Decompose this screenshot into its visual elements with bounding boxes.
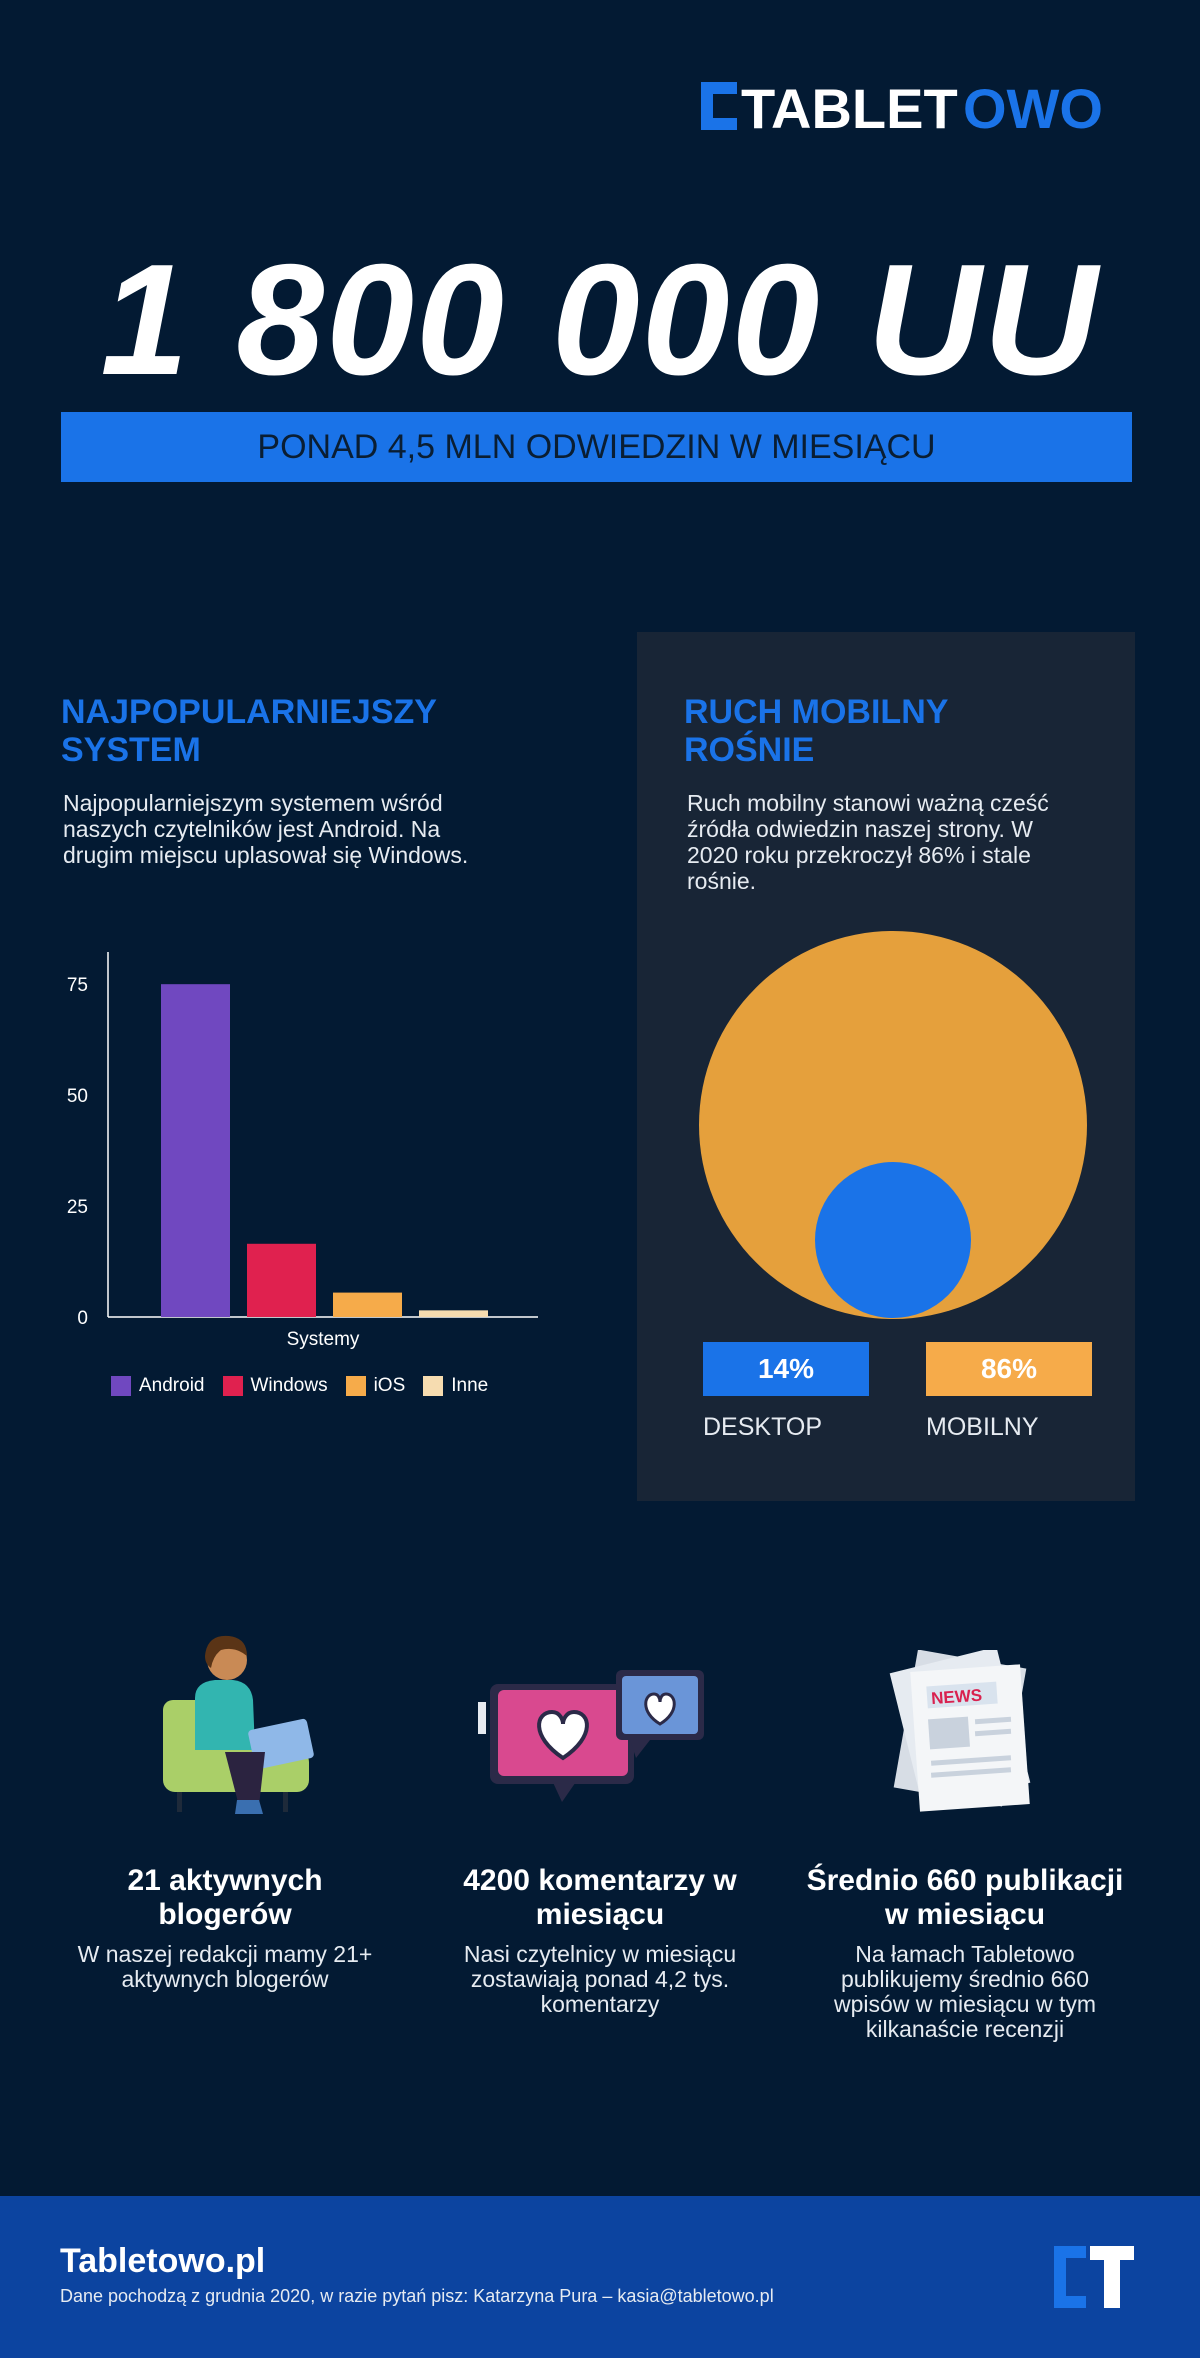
system-title-line2: SYSTEM [61, 731, 201, 769]
system-title-line1: NAJPOPULARNIEJSZY [61, 693, 437, 731]
feature-title-line1: Średnio 660 publikacji [806, 1864, 1124, 1897]
traffic-bubble-chart [699, 931, 1087, 1319]
feature-bloggers: 21 aktywnych blogerów W naszej redakcji … [60, 1864, 390, 1992]
legend-label: Inne [451, 1375, 489, 1396]
legend-label: iOS [373, 1375, 406, 1396]
tabletowo-logo: TABLET OWO [701, 77, 1103, 136]
mobile-title: RUCH MOBILNY ROŚNIE [684, 693, 948, 769]
feature-text-line1: Na łamach Tabletowo [855, 1941, 1075, 1967]
svg-text:NEWS: NEWS [931, 1686, 983, 1709]
feature-text: Nasi czytelnicy w miesiącu zostawiają po… [430, 1942, 770, 2017]
legend-swatch [222, 1376, 243, 1396]
headline: 1 800 000 UU [100, 232, 1100, 408]
feature-title-line2: w miesiącu [884, 1898, 1046, 1931]
feature-title-line1: 21 aktywnych [127, 1864, 323, 1897]
legend-swatch [111, 1376, 131, 1396]
feature-text-line3: wpisów w miesiącu w tym [834, 1991, 1096, 2017]
legend-swatch [345, 1376, 366, 1396]
feature-title: Średnio 660 publikacji w miesiącu [790, 1864, 1140, 1932]
system-text-line1: Najpopularniejszym systemem wśród [63, 790, 443, 816]
footer [0, 2196, 1200, 2358]
visits-band: PONAD 4,5 MLN ODWIEDZIN W MIESIĄCU [61, 412, 1132, 482]
systems-bar-chart: 0 25 50 75 Systemy [67, 952, 538, 1350]
feature-text: W naszej redakcji mamy 21+ aktywnych blo… [60, 1942, 390, 1992]
mobile-text-line2: źródła odwiedzin naszej strony. W [687, 816, 1033, 842]
comments-hearts-icon [478, 1670, 704, 1802]
legend-swatch [423, 1376, 444, 1396]
bar-ios [333, 1292, 402, 1317]
system-text: Najpopularniejszym systemem wśród naszyc… [63, 790, 468, 868]
legend-item-windows: Windows [222, 1375, 328, 1397]
desktop-percent-box: 14% [703, 1342, 869, 1396]
feature-title-line2: miesiącu [535, 1898, 665, 1931]
mobile-text-line4: rośnie. [687, 868, 757, 894]
system-text-line2: naszych czytelników jest Android. Na [63, 816, 441, 842]
mobile-share-bubble [699, 931, 1087, 1319]
mobile-percent-box: 86% [926, 1342, 1092, 1396]
feature-text-line4: kilkanaście recenzji [865, 2016, 1065, 2042]
feature-title: 4200 komentarzy w miesiącu [430, 1864, 770, 1932]
footer-note: Dane pochodzą z grudnia 2020, w razie py… [60, 2286, 774, 2306]
news-papers-icon: NEWS [889, 1650, 1031, 1812]
legend-label: Windows [250, 1375, 328, 1396]
legend-item-ios: iOS [345, 1375, 406, 1397]
x-axis-label: Systemy [287, 1329, 360, 1350]
feature-title-line1: 4200 komentarzy w [463, 1864, 737, 1897]
tabletowo-mark-icon [1054, 2246, 1134, 2308]
mobile-percent: 86% [980, 1353, 1038, 1384]
feature-text-line3: komentarzy [540, 1991, 660, 2017]
legend-item-android: Android [111, 1375, 205, 1397]
desktop-label: DESKTOP [703, 1413, 823, 1441]
mobile-text: Ruch mobilny stanowi ważną cześć źródła … [687, 790, 1049, 894]
desktop-share-bubble [815, 1162, 971, 1318]
bar-legend: Android Windows iOS Inne [111, 1375, 488, 1397]
y-tick-label: 50 [67, 1086, 88, 1107]
mobile-text-line1: Ruch mobilny stanowi ważną cześć [687, 790, 1049, 816]
footer-title: Tabletowo.pl [60, 2242, 266, 2280]
feature-comments: 4200 komentarzy w miesiącu Nasi czytelni… [430, 1864, 770, 2017]
bar-inne [419, 1310, 488, 1317]
svg-text:OWO: OWO [963, 77, 1103, 136]
y-tick-label: 75 [67, 975, 88, 996]
mobile-text-line3: 2020 roku przekroczył 86% i stale [687, 842, 1031, 868]
system-title: NAJPOPULARNIEJSZY SYSTEM [61, 693, 437, 769]
legend-label: Android [139, 1375, 205, 1396]
legend-item-inne: Inne [423, 1375, 488, 1397]
feature-text-line2: aktywnych blogerów [121, 1966, 329, 1992]
svg-text:TABLET: TABLET [741, 77, 958, 136]
y-tick-label: 0 [77, 1308, 88, 1329]
mobile-title-line1: RUCH MOBILNY [684, 693, 949, 731]
feature-title: 21 aktywnych blogerów [60, 1864, 390, 1932]
feature-text-line2: publikujemy średnio 660 [840, 1966, 1090, 1992]
mobile-title-line2: ROŚNIE [684, 731, 815, 769]
feature-publications: Średnio 660 publikacji w miesiącu Na łam… [790, 1864, 1140, 2042]
bar-windows [247, 1243, 316, 1317]
feature-title-line2: blogerów [158, 1898, 292, 1931]
feature-text: Na łamach Tabletowo publikujemy średnio … [790, 1942, 1140, 2042]
desktop-percent: 14% [757, 1353, 815, 1384]
feature-text-line1: Nasi czytelnicy w miesiącu [463, 1941, 737, 1967]
blogger-illustration-icon [163, 1635, 314, 1814]
feature-text-line2: zostawiają ponad 4,2 tys. [470, 1966, 730, 1992]
system-text-line3: drugim miejscu uplasował się Windows. [63, 842, 469, 868]
feature-text-line1: W naszej redakcji mamy 21+ [77, 1941, 373, 1967]
mobile-label: MOBILNY [926, 1413, 1039, 1441]
bar-android [161, 984, 230, 1317]
y-tick-label: 25 [67, 1197, 88, 1218]
